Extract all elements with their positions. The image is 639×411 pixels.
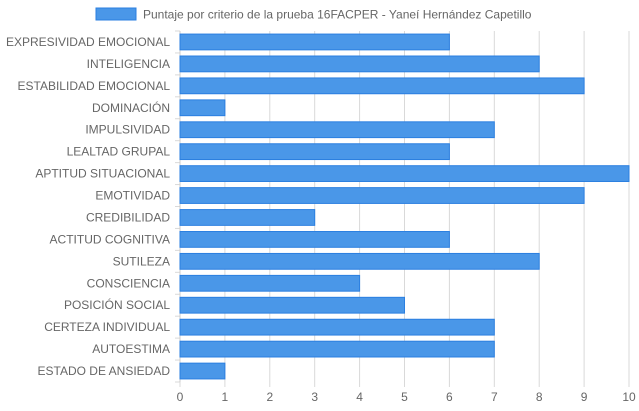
category-label: IMPULSIVIDAD: [85, 123, 170, 137]
category-label: ESTABILIDAD EMOCIONAL: [18, 79, 171, 93]
category-label: SUTILEZA: [113, 254, 170, 268]
bar[interactable]: [179, 252, 540, 270]
bar[interactable]: [179, 99, 226, 117]
x-tick-label: 3: [311, 390, 318, 404]
bar[interactable]: [179, 318, 495, 336]
category-label: EXPRESIVIDAD EMOCIONAL: [6, 35, 170, 49]
x-tick-label: 10: [622, 390, 636, 404]
x-tick-label: 0: [177, 390, 184, 404]
x-tick-label: 9: [581, 390, 588, 404]
category-label: CREDIBILIDAD: [86, 210, 170, 224]
x-tick-label: 1: [222, 390, 229, 404]
bar[interactable]: [179, 187, 585, 204]
x-tick-label: 7: [491, 390, 498, 404]
category-label: CERTEZA INDIVIDUAL: [44, 320, 170, 334]
category-label: CONSCIENCIA: [87, 276, 170, 290]
x-tick-label: 6: [446, 390, 453, 404]
legend-label[interactable]: Puntaje por criterio de la prueba 16FACP…: [143, 8, 532, 22]
category-label: APTITUD SITUACIONAL: [35, 167, 170, 181]
bar[interactable]: [179, 231, 450, 248]
category-label: AUTOESTIMA: [92, 342, 170, 356]
x-tick-label: 5: [401, 390, 408, 404]
bar[interactable]: [179, 143, 450, 161]
bar[interactable]: [179, 209, 316, 226]
bar[interactable]: [179, 274, 361, 292]
bar[interactable]: [179, 77, 585, 95]
bar[interactable]: [179, 165, 630, 182]
legend-swatch[interactable]: [95, 7, 137, 21]
x-tick-label: 8: [536, 390, 543, 404]
category-label: EMOTIVIDAD: [95, 189, 170, 203]
bar[interactable]: [179, 33, 450, 51]
bar[interactable]: [179, 55, 540, 73]
category-label: INTELIGENCIA: [87, 57, 170, 71]
category-label: ESTADO DE ANSIEDAD: [38, 364, 171, 378]
category-label: DOMINACIÓN: [92, 100, 170, 115]
category-label: POSICIÓN SOCIAL: [64, 297, 170, 312]
x-tick-label: 2: [266, 390, 273, 404]
bar[interactable]: [179, 296, 405, 314]
bar[interactable]: [179, 121, 495, 139]
category-label: LEALTAD GRUPAL: [67, 145, 171, 159]
category-label: ACTITUD COGNITIVA: [50, 232, 170, 246]
x-tick-label: 4: [356, 390, 363, 404]
bar[interactable]: [179, 340, 495, 358]
bar[interactable]: [179, 362, 226, 380]
